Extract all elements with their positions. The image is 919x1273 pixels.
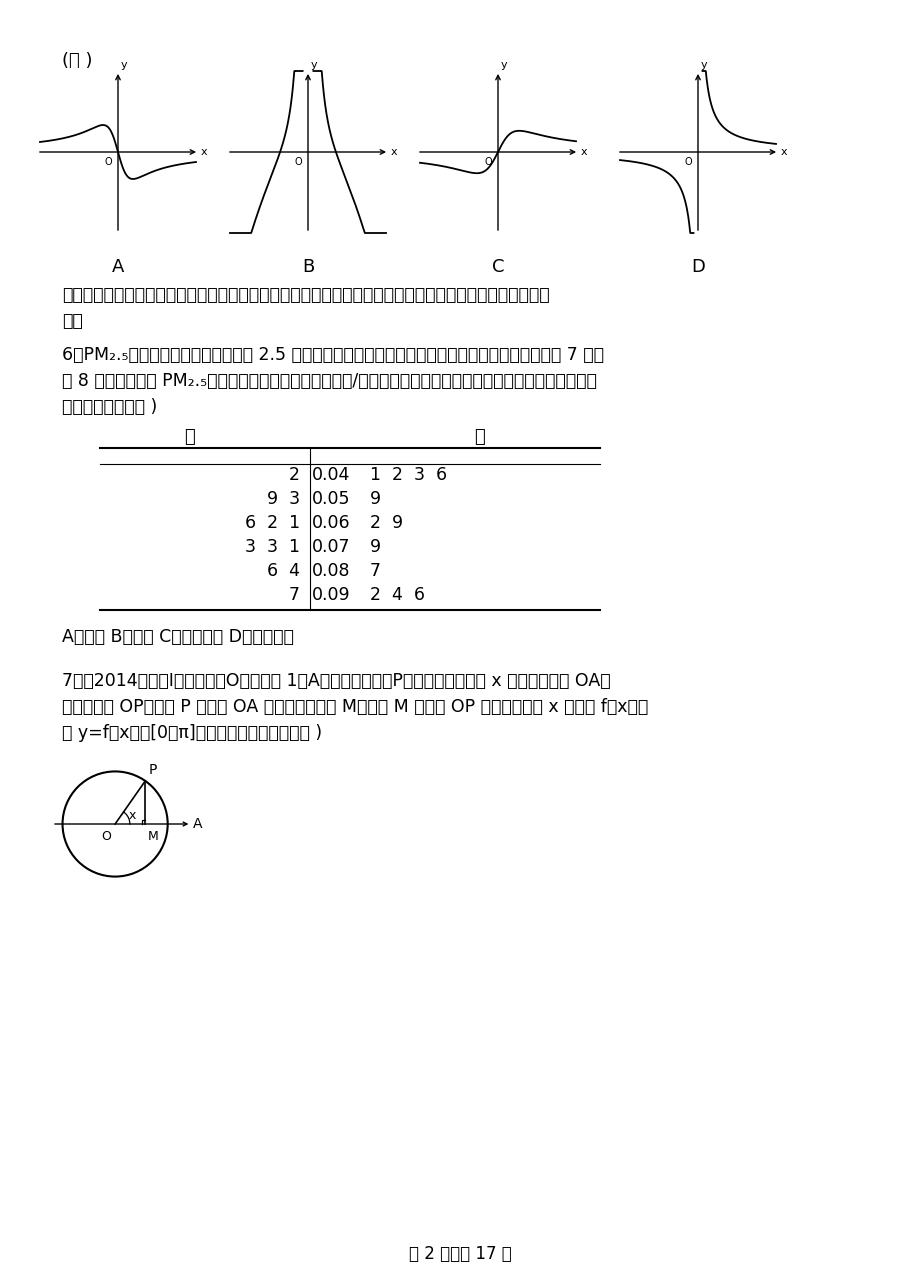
Text: P: P [149,763,157,777]
Text: x: x [200,146,207,157]
Text: 0.06: 0.06 [312,514,350,532]
Text: y: y [311,60,317,70]
Text: B: B [301,258,313,276]
Text: 0.08: 0.08 [312,561,350,580]
Text: x: x [128,810,135,822]
Text: 6  2  1: 6 2 1 [244,514,300,532]
Text: 2  9: 2 9 [369,514,403,532]
Text: 2: 2 [289,466,300,484]
Text: 0.04: 0.04 [312,466,350,484]
Text: 0.07: 0.07 [312,538,350,556]
Text: A: A [193,817,202,831]
Text: O: O [105,158,112,168]
Text: O: O [685,158,692,168]
Text: x: x [390,146,397,157]
Text: A．甲　 B．乙　 C．甲乙相等 D．无法确定: A．甲 B．乙 C．甲乙相等 D．无法确定 [62,628,293,645]
Text: 2  4  6: 2 4 6 [369,586,425,603]
Text: y: y [121,60,128,70]
Text: 3  3  1: 3 3 1 [244,538,300,556]
Text: 0.05: 0.05 [312,490,350,508]
Text: y: y [700,60,707,70]
Text: 第 2 页，共 17 页: 第 2 页，共 17 页 [408,1245,511,1263]
Text: 9: 9 [369,490,380,508]
Text: M: M [148,830,158,843]
Text: 6  4: 6 4 [267,561,300,580]
Text: 终边为射线 OP，过点 P 做直线 OA 的垂线，垂足为 M，将点 M 到直线 OP 的距离表示为 x 的函数 f（x），: 终边为射线 OP，过点 P 做直线 OA 的垂线，垂足为 M，将点 M 到直线 … [62,698,648,715]
Text: 9: 9 [369,538,380,556]
Text: y: y [501,60,507,70]
Text: 6．PM₂.₅是指大气中直径小于或等于 2.5 微米的颟粒物，也称为可入肺颟粒物，如图是据某地某日早 7 点至: 6．PM₂.₅是指大气中直径小于或等于 2.5 微米的颟粒物，也称为可入肺颟粒物… [62,346,604,364]
Text: 甲: 甲 [185,428,195,446]
Text: 【命题意图】本题考查了利用函数的基本性质来判断图象，对识图能力及逻辑推理能力有较高要求，难度中: 【命题意图】本题考查了利用函数的基本性质来判断图象，对识图能力及逻辑推理能力有较… [62,286,549,304]
Text: O: O [295,158,302,168]
Text: 乙: 乙 [474,428,485,446]
Text: (　 ): ( ) [62,52,93,70]
Text: x: x [779,146,787,157]
Text: 则 y=f（x）在[0，π]的图象大致为（　　　　 ): 则 y=f（x）在[0，π]的图象大致为（ ) [62,724,322,742]
Text: C: C [492,258,504,276]
Text: 0.09: 0.09 [312,586,350,603]
Text: 7．（2014新课标Ⅰ）如图，圆O的半径为 1，A是圆上的定点，P是圆上的动点，角 x 的始边为射线 OA，: 7．（2014新课标Ⅰ）如图，圆O的半径为 1，A是圆上的定点，P是圆上的动点，… [62,672,610,690]
Text: 7: 7 [289,586,300,603]
Text: 较小的是（　　　 ): 较小的是（ ) [62,398,157,416]
Text: D: D [690,258,704,276]
Text: 1  2  3  6: 1 2 3 6 [369,466,447,484]
Text: 7: 7 [369,561,380,580]
Text: O: O [484,158,492,168]
Text: x: x [580,146,586,157]
Text: O: O [101,830,111,843]
Text: 晚 8 点甲、乙两个 PM₂.₅监测点统计的数据（单位：毫克/每立方米）列出的茌叶图，则甲、乙两地浓度的方差: 晚 8 点甲、乙两个 PM₂.₅监测点统计的数据（单位：毫克/每立方米）列出的茌… [62,372,596,390]
Text: 9  3: 9 3 [267,490,300,508]
Text: A: A [112,258,124,276]
Text: 等。: 等。 [62,312,83,330]
